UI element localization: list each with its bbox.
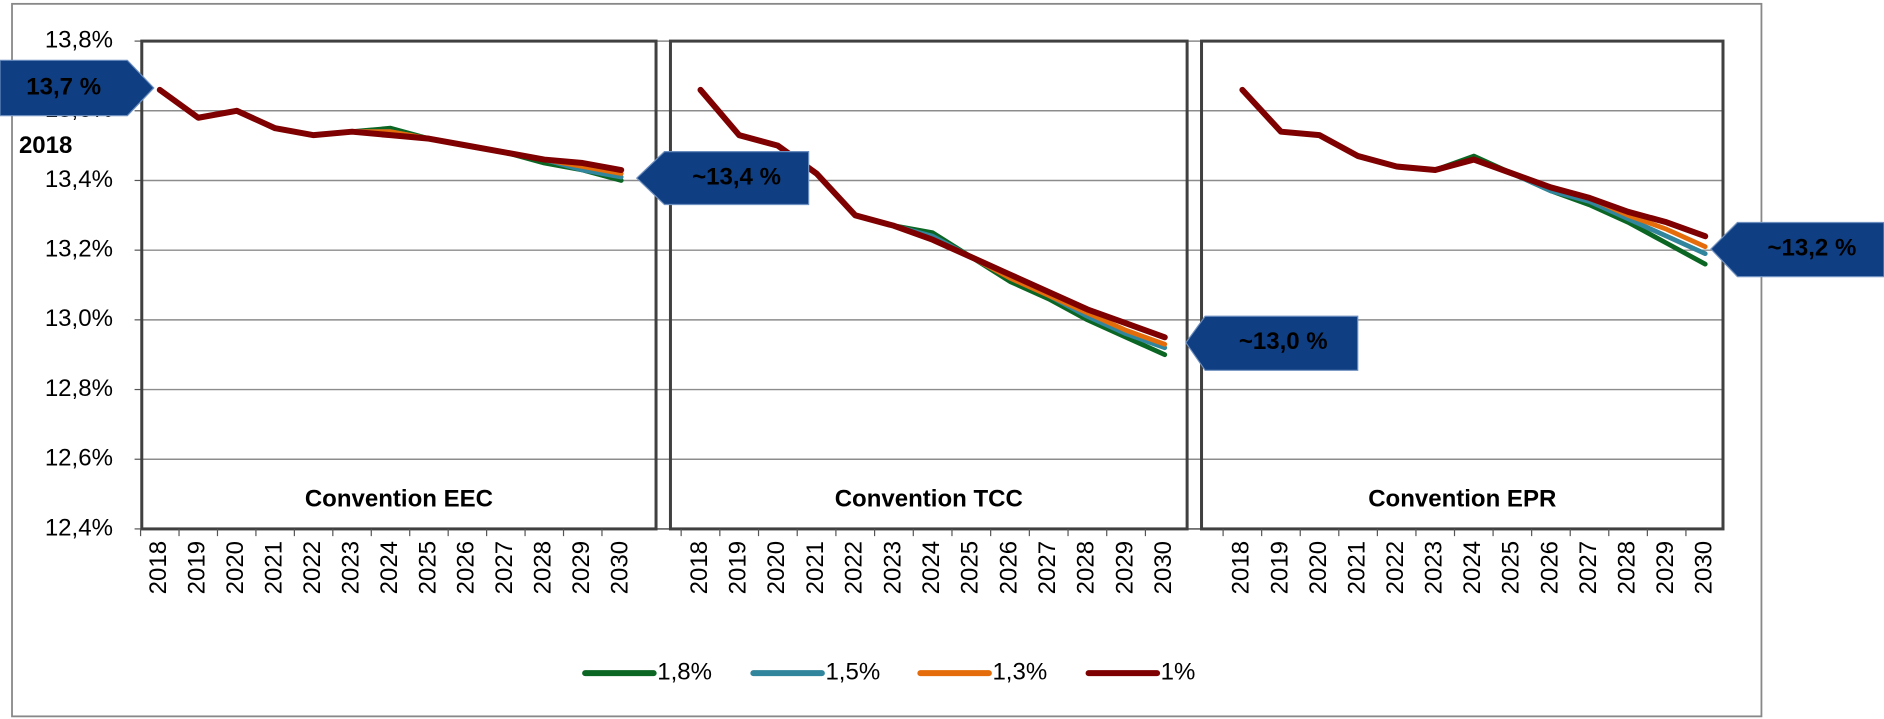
x-tick-label: 2025 xyxy=(414,541,441,594)
panel-frame xyxy=(668,39,1189,531)
y-tick-label: 13,4% xyxy=(45,166,113,193)
x-tick-label: 2026 xyxy=(995,541,1022,594)
x-tick-label: 2022 xyxy=(299,541,326,594)
panel-frame xyxy=(1200,39,1725,531)
annotation-year: 2018 xyxy=(19,132,72,159)
plot-area xyxy=(156,86,1709,358)
legend-label: 1,8% xyxy=(657,658,712,685)
callout-shape xyxy=(1710,221,1884,278)
series-line xyxy=(1239,86,1709,240)
x-tick-label: 2021 xyxy=(260,541,287,594)
x-tick-label: 2022 xyxy=(1382,541,1409,594)
x-tick-label: 2027 xyxy=(491,541,518,594)
x-tick-label: 2020 xyxy=(1305,541,1332,594)
x-tick-label: 2029 xyxy=(1111,541,1138,594)
x-tick-label: 2020 xyxy=(222,541,249,594)
panel-frame xyxy=(140,39,658,531)
x-tick-label: 2018 xyxy=(145,541,172,594)
x-tick-label: 2024 xyxy=(1459,541,1486,594)
x-tick-label: 2021 xyxy=(1343,541,1370,594)
legend-label: 1,3% xyxy=(992,658,1047,685)
x-tick-label: 2030 xyxy=(1150,541,1177,594)
callout-text: 13,7 % xyxy=(26,73,101,100)
x-tick-label: 2024 xyxy=(376,541,403,594)
x-tick-label: 2018 xyxy=(1228,541,1255,594)
x-tick-label: 2018 xyxy=(686,541,713,594)
y-tick-label: 13,0% xyxy=(45,305,113,332)
x-tick-label: 2030 xyxy=(607,541,634,594)
x-tick-label: 2019 xyxy=(725,541,752,594)
callout-text: ~13,4 % xyxy=(692,163,781,190)
chart-frame xyxy=(11,2,1763,718)
callout-shape xyxy=(0,59,155,117)
x-tick-label: 2023 xyxy=(879,541,906,594)
y-tick-label: 12,8% xyxy=(45,375,113,402)
x-tick-label: 2021 xyxy=(802,541,829,594)
x-tick-label: 2027 xyxy=(1575,541,1602,594)
grid: 12,4%12,6%12,8%13,0%13,2%13,4%13,6%13,8%… xyxy=(45,26,1725,594)
x-tick-label: 2029 xyxy=(1652,541,1679,594)
x-tick-label: 2019 xyxy=(1266,541,1293,594)
callout-shape xyxy=(1185,315,1359,371)
y-tick-label: 12,6% xyxy=(45,445,113,472)
x-tick-label: 2020 xyxy=(763,541,790,594)
x-tick-label: 2027 xyxy=(1034,541,1061,594)
y-tick-label: 12,4% xyxy=(45,514,113,541)
x-tick-label: 2028 xyxy=(1073,541,1100,594)
legend-label: 1,5% xyxy=(825,658,880,685)
x-tick-label: 2023 xyxy=(1421,541,1448,594)
legend-label: 1% xyxy=(1161,658,1196,685)
panel-title: Convention EPR xyxy=(1368,485,1556,512)
panel-title: Convention TCC xyxy=(835,485,1023,512)
callout-text: ~13,2 % xyxy=(1768,234,1857,261)
x-tick-label: 2029 xyxy=(568,541,595,594)
x-tick-label: 2026 xyxy=(453,541,480,594)
y-tick-label: 13,2% xyxy=(45,236,113,263)
x-tick-label: 2025 xyxy=(1498,541,1525,594)
panel-title: Convention EEC xyxy=(305,485,493,512)
x-tick-label: 2030 xyxy=(1691,541,1718,594)
callout-text: ~13,0 % xyxy=(1239,328,1328,355)
annotations: 13,7 % 2018 ~13,4 % ~13,0 % ~13,2 % xyxy=(0,59,1884,371)
x-tick-label: 2028 xyxy=(1613,541,1640,594)
series-line xyxy=(156,86,625,174)
x-tick-label: 2026 xyxy=(1536,541,1563,594)
x-tick-label: 2024 xyxy=(918,541,945,594)
y-tick-label: 13,8% xyxy=(45,26,113,53)
series-line xyxy=(697,86,1168,341)
x-tick-label: 2025 xyxy=(957,541,984,594)
x-tick-label: 2023 xyxy=(337,541,364,594)
callout-shape xyxy=(635,151,810,206)
x-tick-label: 2022 xyxy=(841,541,868,594)
x-tick-label: 2028 xyxy=(530,541,557,594)
x-tick-label: 2019 xyxy=(184,541,211,594)
